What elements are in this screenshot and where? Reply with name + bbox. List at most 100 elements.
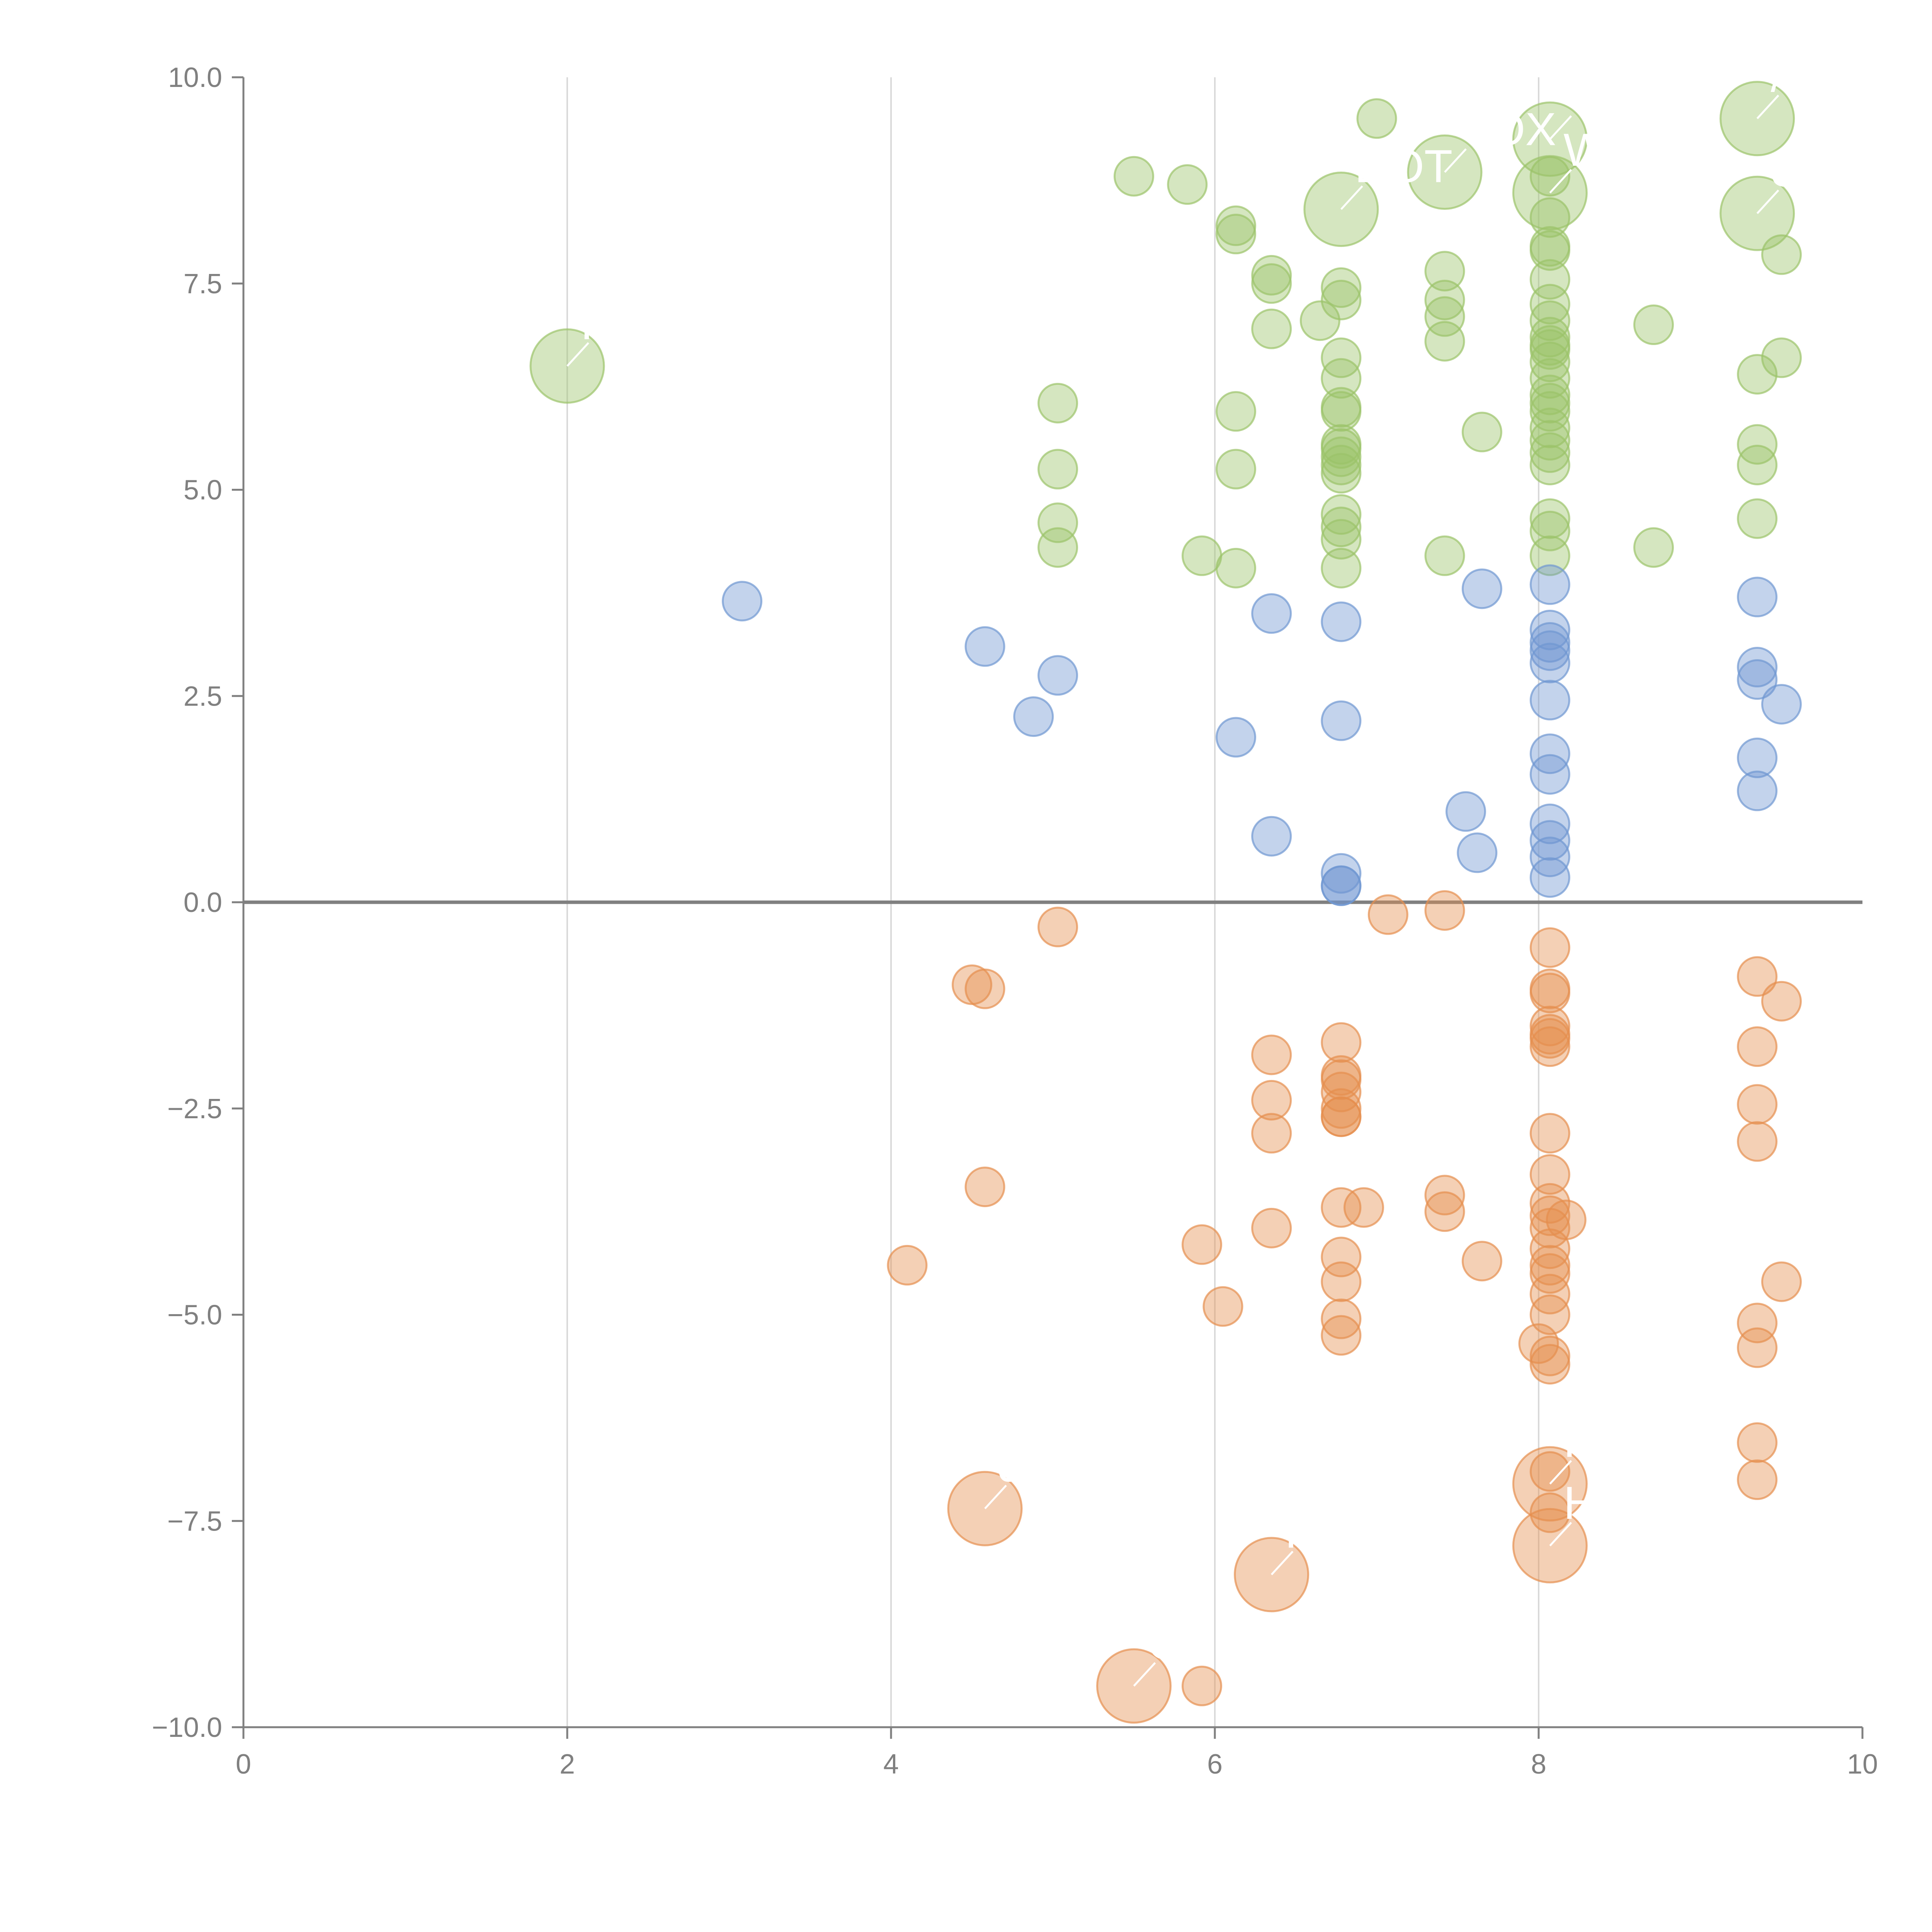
- data-point-blue: [1737, 659, 1778, 700]
- series-blue: [722, 564, 1802, 906]
- data-point-green: [1037, 383, 1078, 423]
- annotation-label: /: [1771, 50, 1784, 102]
- data-point-blue: [1737, 647, 1778, 688]
- annotation-label: H: [1563, 1415, 1597, 1467]
- data-point-orange: [1251, 1034, 1292, 1075]
- data-point-orange: [1424, 1175, 1465, 1216]
- data-point-blue: [1529, 857, 1570, 898]
- data-point-green: [1251, 308, 1292, 349]
- data-point-blue: [1037, 655, 1078, 696]
- data-point-green: [1529, 383, 1570, 423]
- data-point-orange: [1529, 1294, 1570, 1335]
- axis-layer: 0 2 4 6 8 10 10.0 7.5 5.0 2.5 0.0 −2.5 −5.0 −7.5 −10.0: [152, 62, 1878, 1780]
- data-point-green: [1114, 156, 1154, 197]
- data-point-green: [1529, 407, 1570, 448]
- x-tick-label: 2: [560, 1749, 575, 1780]
- data-point-orange: [1529, 973, 1570, 1014]
- data-point-blue: [1529, 680, 1570, 721]
- x-tick-label: 0: [236, 1749, 251, 1780]
- annotation-label: DOT: [1355, 141, 1452, 192]
- data-point-green: [1529, 259, 1570, 300]
- y-tick-label: 2.5: [184, 681, 222, 712]
- data-point-orange: [1737, 1026, 1778, 1067]
- y-tick-label: 0.0: [184, 887, 222, 918]
- data-point-green: [1461, 412, 1502, 452]
- data-point-orange: [1529, 1026, 1570, 1067]
- data-point-orange: [1737, 1459, 1778, 1500]
- data-point-blue: [1321, 853, 1362, 894]
- data-point-orange: [1529, 1344, 1570, 1385]
- data-point-green: [1321, 444, 1362, 485]
- data-point-orange: [1251, 1208, 1292, 1248]
- data-point-green: [1181, 535, 1222, 576]
- data-point-green: [1215, 391, 1256, 432]
- data-point-orange: [1251, 1113, 1292, 1154]
- data-point-green: [1321, 279, 1362, 320]
- data-point-blue: [1321, 865, 1362, 906]
- data-point-blue: [1251, 816, 1292, 857]
- annotation-leader: [984, 1485, 1007, 1509]
- data-point-orange: [1546, 1199, 1587, 1240]
- data-point-orange: [1181, 1224, 1222, 1265]
- data-point-green: [1529, 420, 1570, 461]
- data-point-green: [1299, 300, 1340, 341]
- data-point-orange: [1761, 981, 1802, 1022]
- y-tick-label: −5.0: [167, 1300, 222, 1331]
- data-point-green: [1321, 337, 1362, 378]
- data-point-green: [1037, 449, 1078, 490]
- data-point-green: [1251, 255, 1292, 296]
- data-point-green: [1215, 548, 1256, 588]
- y-tick-label: −7.5: [167, 1506, 222, 1537]
- data-point-green: [1424, 321, 1465, 362]
- data-point-orange: [1321, 1088, 1362, 1129]
- data-point-green: [1737, 498, 1778, 539]
- data-point-orange: [1321, 1059, 1362, 1100]
- data-point-orange: [887, 1245, 928, 1286]
- data-point-green: [1737, 424, 1778, 465]
- data-point-blue: [1529, 622, 1570, 663]
- data-point-green: [1529, 230, 1570, 271]
- data-point-green: [1761, 234, 1802, 275]
- data-point-orange: [1529, 1253, 1570, 1294]
- data-point-orange: [1529, 1451, 1570, 1492]
- data-point-orange: [1529, 1183, 1570, 1224]
- data-point-green: [1356, 98, 1397, 139]
- data-point-green: [1529, 510, 1570, 551]
- series-green: [529, 81, 1802, 588]
- data-point-green: [1529, 317, 1570, 358]
- data-point-green: [1321, 358, 1362, 399]
- data-point-orange: [1529, 1245, 1570, 1286]
- data-point-blue: [1321, 601, 1362, 642]
- data-point-green: [1529, 391, 1570, 432]
- data-point-blue: [964, 626, 1005, 667]
- series-orange: [887, 890, 1802, 1724]
- annotation-leader: [1340, 185, 1363, 210]
- annotation-leader: [1549, 169, 1572, 194]
- annotation-label: VOX: [1458, 104, 1556, 155]
- data-point-blue: [1737, 737, 1778, 778]
- data-point-orange: [1424, 890, 1465, 931]
- data-point-orange: [1529, 1154, 1570, 1195]
- x-tick-label: 6: [1207, 1749, 1223, 1780]
- data-point-green: [1633, 527, 1674, 568]
- data-point-blue: [1445, 791, 1486, 832]
- data-point-blue: [1529, 820, 1570, 861]
- data-point-green: [1424, 279, 1465, 320]
- annotation-leader: [1549, 1522, 1572, 1546]
- data-point-blue: [1529, 733, 1570, 774]
- data-point-green: [1321, 428, 1362, 469]
- data-point-blue: [1529, 803, 1570, 844]
- data-point-orange: [1737, 1422, 1778, 1463]
- data-point-orange: [1761, 1261, 1802, 1302]
- data-point-green: [1424, 535, 1465, 576]
- data-point-orange: [1529, 1274, 1570, 1315]
- y-tick-label: 5.0: [184, 475, 222, 506]
- data-point-orange: [1529, 1492, 1570, 1533]
- annotation-label: V: [1563, 70, 1594, 122]
- data-point-orange: [1737, 956, 1778, 997]
- data-point-green: [1529, 374, 1570, 415]
- data-point-green: [1529, 342, 1570, 383]
- annotation-label: W: [1563, 124, 1607, 176]
- data-point-green: [1737, 354, 1778, 395]
